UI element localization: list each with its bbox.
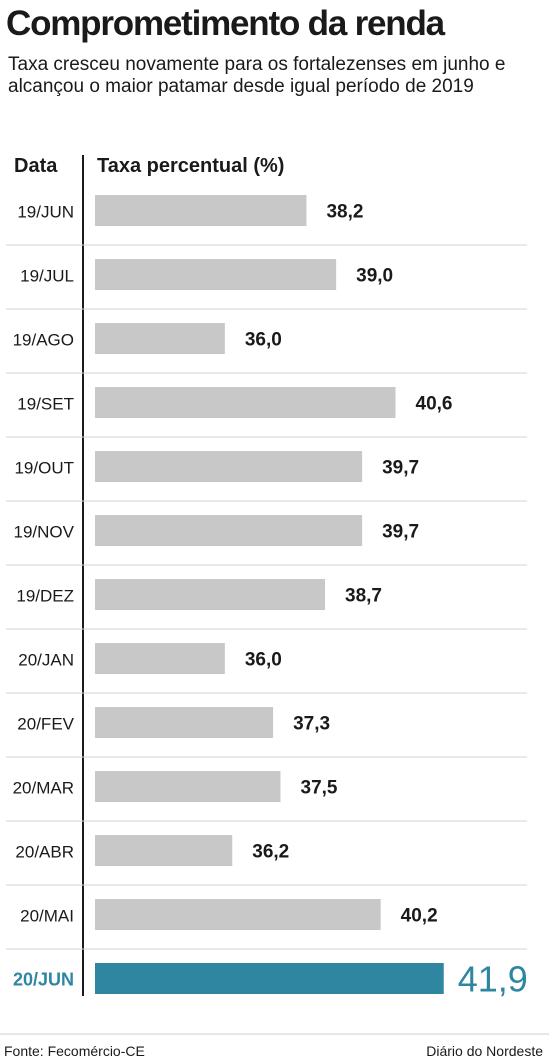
chart-title: Comprometimento da renda (6, 4, 445, 43)
value-label: 40,6 (416, 394, 453, 415)
bar-20/fev (95, 707, 274, 738)
value-label: 41,9 (458, 959, 528, 1000)
category-axis-label: Data (14, 155, 58, 177)
bar-20/mar (95, 771, 281, 802)
category-label: 19/DEZ (16, 587, 74, 606)
value-label: 36,0 (245, 650, 282, 671)
value-label: 36,0 (245, 330, 282, 351)
bar-19/ago (95, 323, 225, 354)
category-label: 19/AGO (13, 331, 74, 350)
bar-19/nov (95, 515, 363, 546)
value-label: 37,5 (301, 778, 338, 799)
value-label: 36,2 (252, 842, 289, 863)
value-label: 39,0 (356, 266, 393, 287)
bar-19/set (95, 387, 396, 418)
category-label: 19/NOV (14, 523, 75, 542)
source-note: Fonte: Fecomércio-CE (4, 1043, 145, 1059)
bar-20/abr (95, 835, 233, 866)
value-label: 39,7 (382, 522, 419, 543)
category-label: 19/JUL (20, 267, 74, 286)
category-label: 19/JUN (17, 203, 74, 222)
bar-20/mai (95, 899, 381, 930)
chart-subtitle: Taxa cresceu novamente para os fortaleze… (8, 54, 506, 97)
publisher-credit: Diário do Nordeste (426, 1043, 543, 1059)
category-label: 20/MAI (20, 907, 74, 926)
value-label: 37,3 (293, 714, 330, 735)
bar-20/jun (95, 963, 444, 994)
category-label: 20/ABR (15, 843, 74, 862)
category-label: 19/SET (17, 395, 74, 414)
bar-19/out (95, 451, 363, 482)
bar-19/jul (95, 259, 337, 290)
bar-19/jun (95, 195, 307, 226)
value-label: 38,7 (345, 586, 382, 607)
value-label: 38,2 (326, 202, 363, 223)
bar-19/dez (95, 579, 326, 610)
value-axis-label: Taxa percentual (%) (97, 155, 285, 177)
value-label: 39,7 (382, 458, 419, 479)
category-label: 20/JAN (18, 651, 74, 670)
category-label: 20/JUN (13, 970, 74, 990)
category-label: 19/OUT (14, 459, 74, 478)
bar-20/jan (95, 643, 225, 674)
category-label: 20/FEV (17, 715, 74, 734)
category-label: 20/MAR (13, 779, 74, 798)
value-label: 40,2 (401, 906, 438, 927)
